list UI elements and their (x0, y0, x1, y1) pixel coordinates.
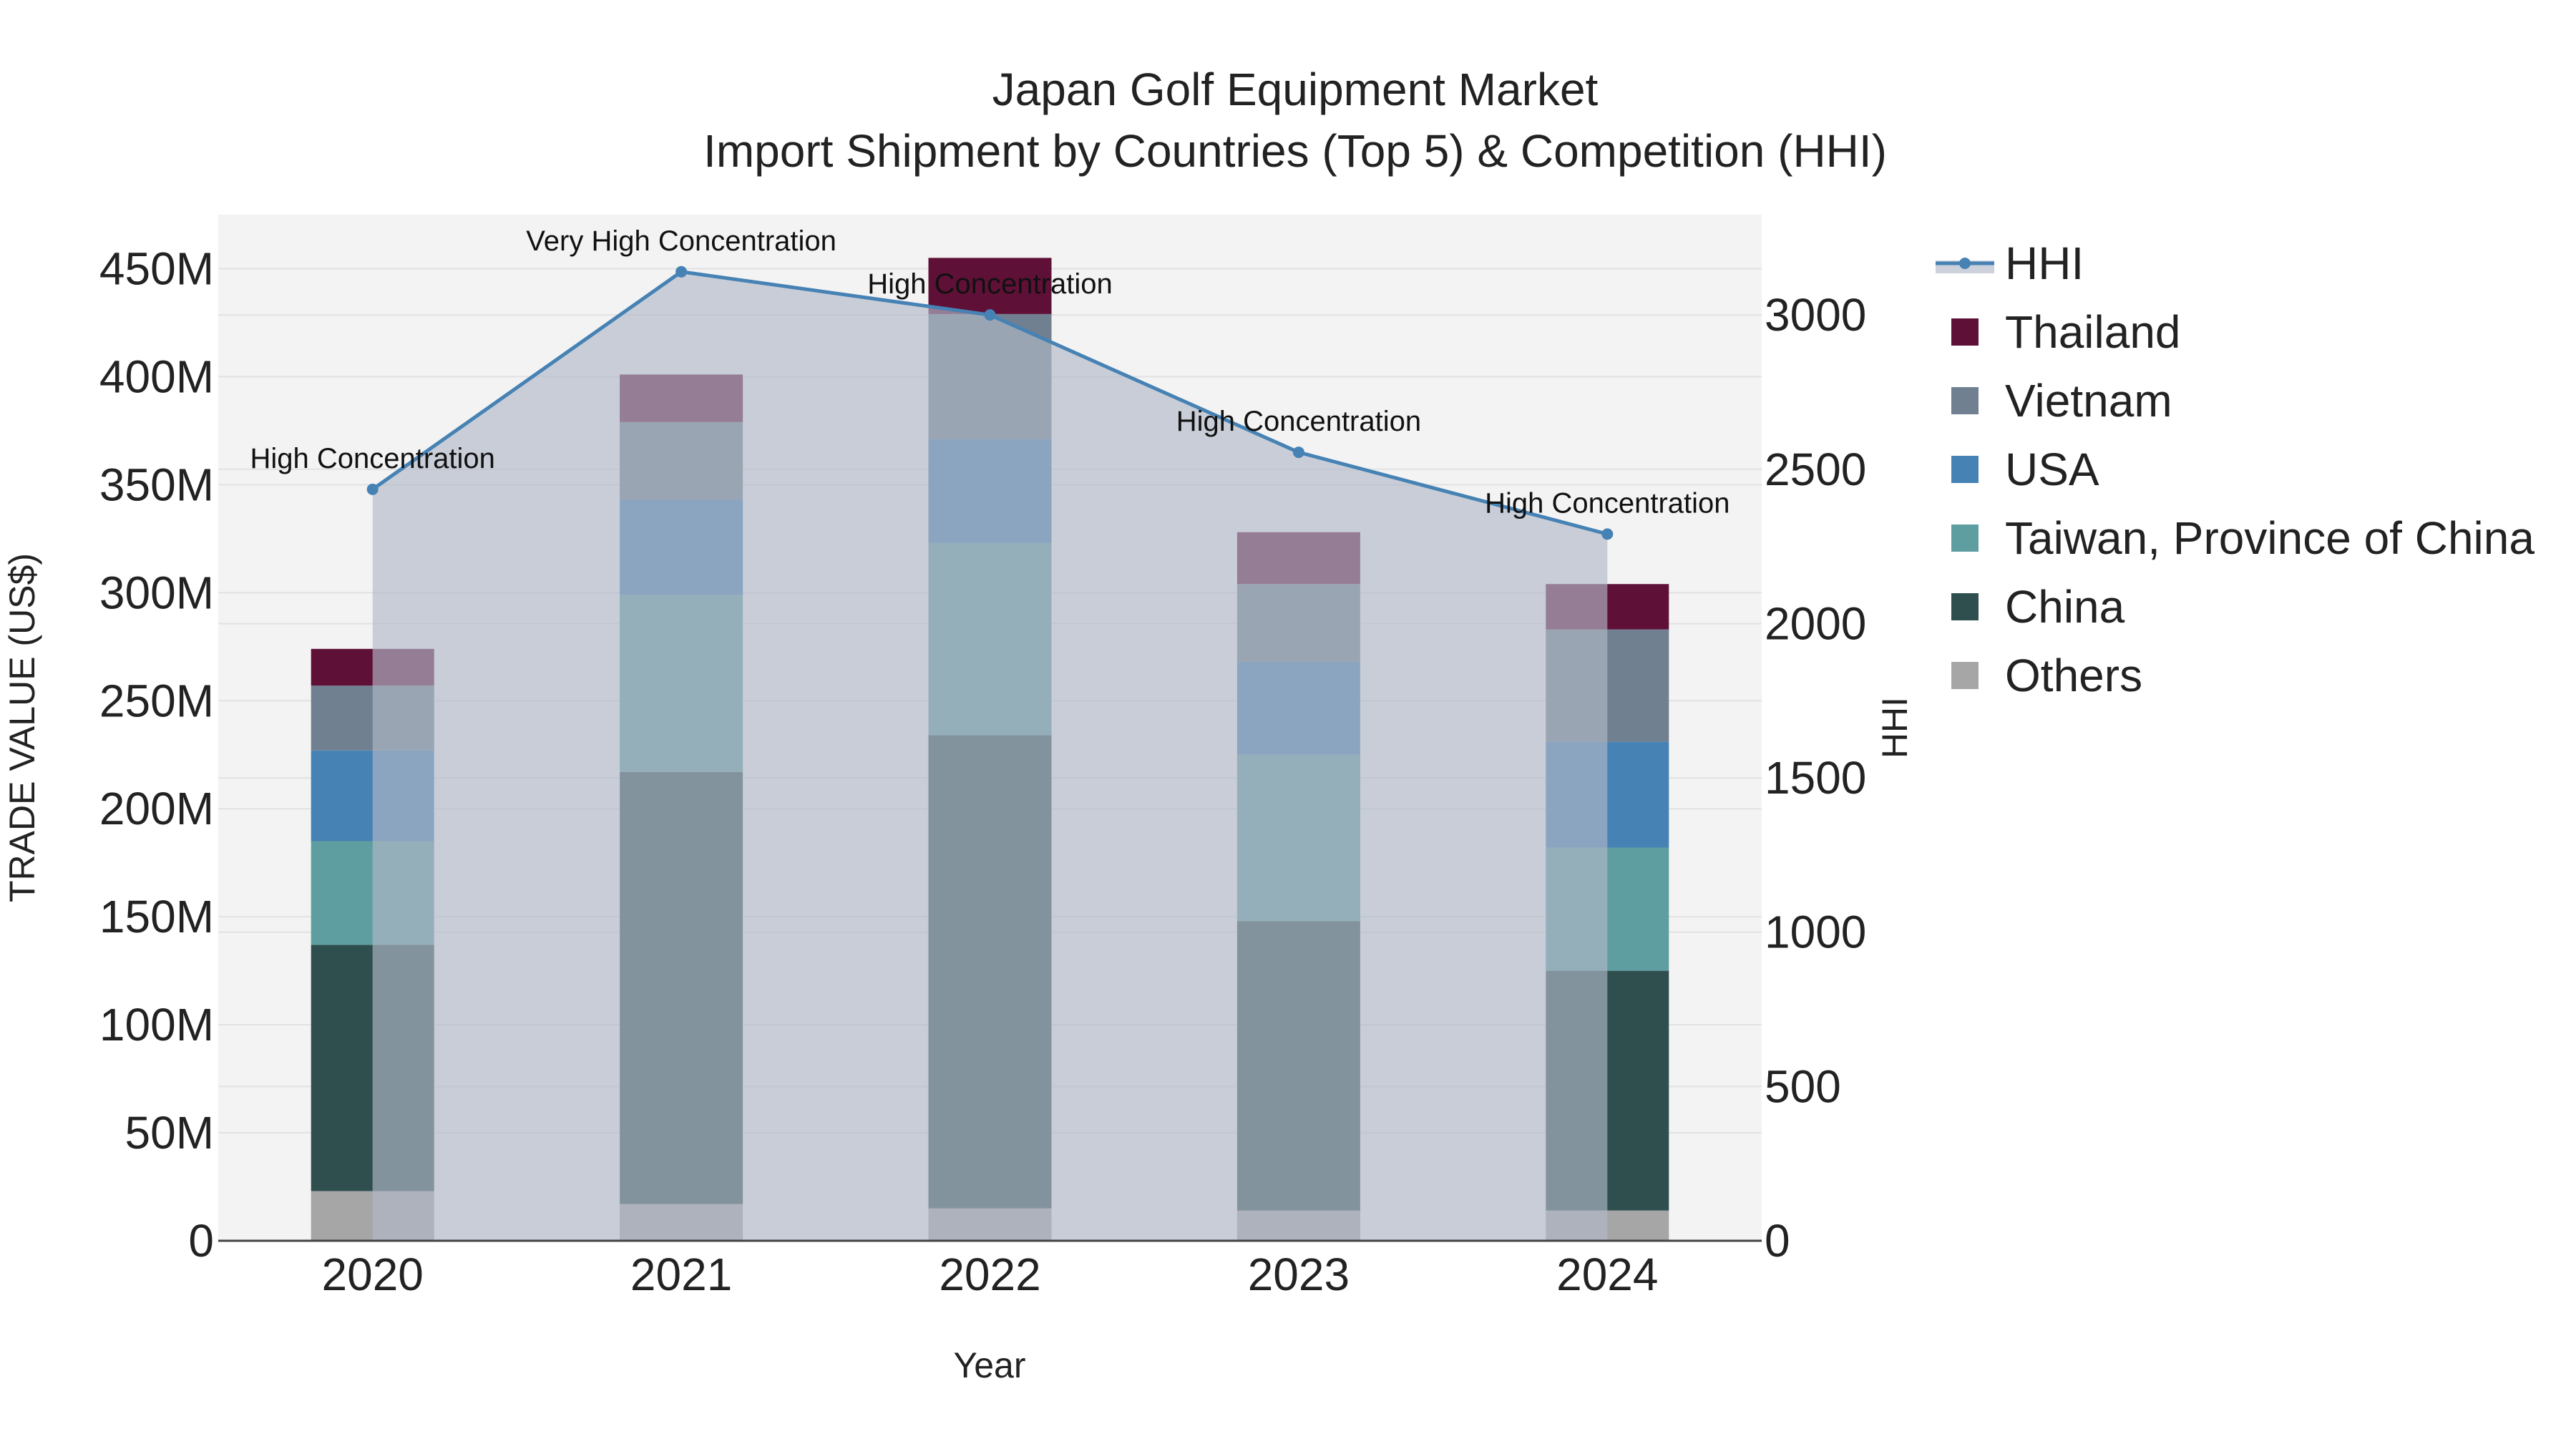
y2-tick-label: 1000 (1765, 907, 1866, 958)
y-tick-label: 150M (99, 891, 214, 942)
hhi-annotation: High Concentration (1176, 406, 1421, 437)
hhi-annotation: Very High Concentration (526, 225, 836, 257)
y-tick-label: 300M (99, 567, 214, 618)
y2-tick-label: 500 (1765, 1060, 1841, 1112)
y-tick-label: 400M (99, 351, 214, 402)
hhi-point (366, 483, 379, 495)
y2-tick-label: 2500 (1765, 444, 1866, 495)
legend-label: Others (2005, 650, 2142, 701)
legend-swatch (1951, 662, 1979, 689)
hhi-annotation: High Concentration (250, 443, 494, 474)
hhi-point (675, 265, 688, 278)
y-tick-label: 100M (99, 999, 214, 1050)
legend-label: China (2005, 581, 2125, 633)
legend-swatch (1951, 456, 1979, 483)
legend-label: USA (2005, 444, 2099, 495)
legend-swatch (1951, 387, 1979, 414)
legend-swatch (1951, 593, 1979, 620)
legend-swatch-hhi-marker (1959, 258, 1971, 269)
y-tick-label: 450M (99, 243, 214, 294)
y-tick-label: 250M (99, 675, 214, 726)
hhi-area (372, 271, 1608, 1241)
legend-swatch (1951, 318, 1979, 346)
hhi-annotation: High Concentration (867, 268, 1112, 300)
x-tick-label: 2024 (1556, 1249, 1658, 1300)
x-tick-label: 2021 (630, 1249, 732, 1300)
y2-axis-title: HHI (1875, 697, 1915, 758)
bar-segment (928, 258, 1052, 314)
legend-label: HHI (2005, 238, 2084, 289)
x-tick-label: 2023 (1248, 1249, 1350, 1300)
legend-label: Taiwan, Province of China (2005, 512, 2534, 564)
y-tick-label: 50M (125, 1107, 215, 1158)
chart-subtitle: Import Shipment by Countries (Top 5) & C… (703, 125, 1887, 177)
x-tick-label: 2022 (939, 1249, 1040, 1300)
x-tick-label: 2020 (322, 1249, 424, 1300)
y2-tick-label: 3000 (1765, 289, 1866, 341)
hhi-point (1601, 528, 1614, 540)
chart-title: Japan Golf Equipment Market (992, 64, 1599, 115)
hhi-annotation: High Concentration (1485, 487, 1729, 519)
legend-label: Thailand (2005, 306, 2181, 358)
legend-label: Vietnam (2005, 375, 2172, 426)
y-axis-title: TRADE VALUE (US$) (2, 553, 42, 902)
legend-swatch (1951, 525, 1979, 552)
x-axis-title: Year (953, 1345, 1025, 1385)
y-tick-label: 0 (188, 1215, 214, 1267)
y-tick-label: 200M (99, 783, 214, 834)
y2-tick-label: 2000 (1765, 597, 1866, 649)
y2-tick-label: 0 (1765, 1215, 1790, 1267)
hhi-point (984, 309, 996, 321)
y2-tick-label: 1500 (1765, 752, 1866, 804)
y-tick-label: 350M (99, 459, 214, 510)
hhi-point (1292, 447, 1304, 459)
